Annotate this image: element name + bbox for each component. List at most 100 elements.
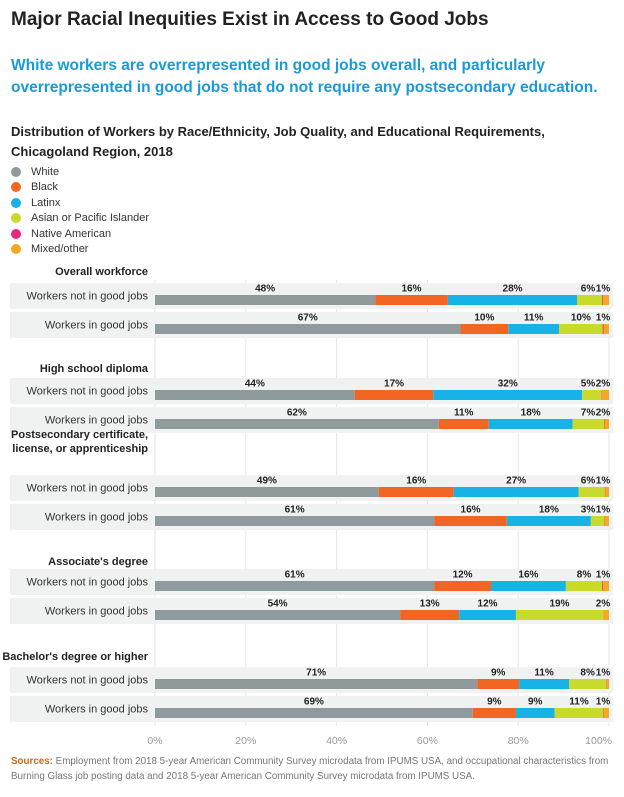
bar-segment (578, 487, 605, 497)
bar-segment (155, 610, 401, 620)
legend-label: Native American (31, 227, 112, 240)
bar-segment (378, 487, 454, 497)
data-label: 10% (571, 313, 591, 324)
data-label: 9% (491, 668, 506, 679)
bar-segment (604, 419, 609, 429)
legend-swatch (11, 166, 21, 177)
chart-title: Distribution of Workers by Race/Ethnicit… (11, 124, 545, 159)
data-label: 28% (503, 284, 523, 295)
group-header: High school diploma (40, 363, 149, 375)
data-label: 11% (454, 408, 474, 419)
data-label: 16% (406, 476, 426, 487)
bar-segment (155, 324, 461, 334)
legend-item: Native American (11, 226, 149, 242)
sources-label: Sources: (11, 756, 53, 767)
group-header: Bachelor's degree or higher (2, 651, 148, 663)
row-label: Workers not in good jobs (27, 483, 149, 495)
page-title: Major Racial Inequities Exist in Access … (11, 9, 489, 30)
data-label: 2% (596, 408, 611, 419)
legend-label: Asian or Pacific Islander (31, 212, 149, 225)
data-label: 19% (550, 599, 570, 610)
bar-segment (472, 708, 516, 718)
bar-segment (577, 295, 603, 305)
data-label: 11% (534, 668, 554, 679)
bar-segment (508, 324, 560, 334)
data-label: 18% (539, 505, 559, 516)
row-label: Workers in good jobs (45, 415, 149, 427)
row-label: Workers in good jobs (45, 606, 149, 618)
bar-segment (434, 581, 491, 591)
bar-segment (434, 516, 507, 526)
data-label: 1% (596, 668, 611, 679)
data-label: 10% (474, 313, 494, 324)
bar-segment (601, 390, 609, 400)
bar-segment (569, 679, 607, 689)
data-label: 11% (524, 313, 544, 324)
bar-segment (155, 419, 439, 429)
bar-segment (433, 390, 583, 400)
data-label: 12% (478, 599, 498, 610)
data-label: 1% (596, 505, 611, 516)
bar-segment (603, 610, 609, 620)
bar-segment (604, 708, 609, 718)
group-header: Associate's degree (48, 556, 148, 568)
legend-label: Latinx (31, 196, 61, 209)
bar-segment (506, 516, 591, 526)
data-label: 11% (569, 697, 589, 708)
bar-segment (400, 610, 460, 620)
data-label: 61% (285, 570, 305, 581)
x-tick-label: 60% (417, 735, 438, 747)
bar-segment (515, 708, 555, 718)
data-label: 8% (580, 668, 595, 679)
row-label: Workers not in good jobs (27, 386, 149, 398)
bar-segment (603, 295, 609, 305)
data-label: 48% (255, 284, 275, 295)
bar-segment (155, 679, 478, 689)
data-label: 7% (581, 408, 596, 419)
bar-segment (447, 295, 578, 305)
x-tick-label: 100% (585, 735, 612, 747)
data-label: 49% (257, 476, 277, 487)
data-label: 61% (285, 505, 305, 516)
bar-segment (155, 487, 379, 497)
bar-segment (155, 390, 355, 400)
bar-segment (477, 679, 520, 689)
bar-segment (606, 679, 609, 689)
data-label: 18% (521, 408, 541, 419)
data-label: 3% (581, 505, 596, 516)
subtitle: White workers are overrepresented in goo… (11, 57, 598, 96)
data-label: 16% (402, 284, 422, 295)
data-label: 62% (287, 408, 307, 419)
data-label: 6% (581, 476, 596, 487)
data-label: 69% (304, 697, 324, 708)
bar-segment (460, 324, 509, 334)
sources-note: Sources: Employment from 2018 5-year Ame… (11, 754, 616, 784)
data-label: 67% (298, 313, 318, 324)
legend-swatch (11, 244, 21, 255)
row-label: Workers in good jobs (45, 704, 149, 716)
bar-segment (453, 487, 579, 497)
row-label: Workers not in good jobs (27, 291, 149, 303)
bar-segment (604, 516, 609, 526)
bar-segment (603, 324, 609, 334)
data-label: 9% (528, 697, 543, 708)
bar-segment (155, 581, 435, 591)
legend-swatch (11, 213, 21, 224)
stacked-bar-chart: Overall workforce Workers not in good job… (2, 266, 613, 747)
data-label: 54% (268, 599, 288, 610)
legend-label: White (31, 165, 60, 178)
bar-segment (559, 324, 603, 334)
data-label: 12% (453, 570, 473, 581)
legend-label: Mixed/other (31, 243, 89, 256)
legend-label: Black (31, 181, 58, 194)
legend-swatch (11, 182, 21, 193)
bar-segment (602, 324, 604, 334)
data-label: 1% (596, 476, 611, 487)
group-header: Overall workforce (55, 266, 148, 278)
legend-item: Asian or Pacific Islander (11, 211, 149, 227)
data-label: 2% (596, 599, 611, 610)
bar-segment (354, 390, 434, 400)
data-label: 32% (498, 379, 518, 390)
data-label: 44% (245, 379, 265, 390)
row-label: Workers in good jobs (45, 512, 149, 524)
